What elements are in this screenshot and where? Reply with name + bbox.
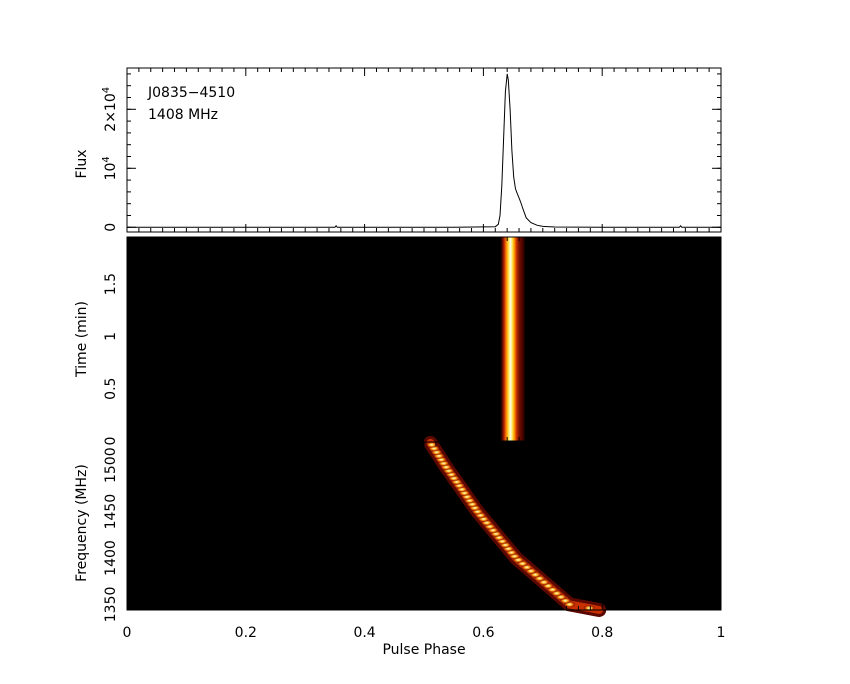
- observing-frequency-label: 1408 MHz: [148, 107, 218, 123]
- profile-panel: J0835−4510 1408 MHz Flux 0 104 2×104: [74, 67, 722, 233]
- channel-dot: [425, 441, 438, 448]
- y-tick-label: 1: [103, 332, 119, 341]
- y-tick-label: 1350: [103, 587, 119, 623]
- frequency-panel: Frequency (MHz) 1350 1400 1450 1500 0 0.2 0.4…: [74, 435, 726, 658]
- y-tick-label: 2×104: [101, 87, 119, 132]
- y-tick-label: 104: [101, 156, 119, 180]
- y-tick-label: 0: [103, 437, 119, 446]
- time-pulse-band: [500, 237, 526, 441]
- y-tick-label: 0: [103, 223, 119, 232]
- time-panel: Time (min) 0 0.5 1 1.5: [74, 236, 722, 446]
- source-name-label: J0835−4510: [147, 85, 235, 101]
- profile-y-axis-label: Flux: [74, 149, 90, 178]
- x-tick-label: 0.8: [591, 625, 613, 641]
- y-tick-label: 1500: [103, 447, 119, 483]
- time-panel-background: [127, 237, 721, 441]
- y-tick-label: 1.5: [103, 273, 119, 295]
- time-y-axis-label: Time (min): [74, 301, 90, 378]
- dispersion-track: [423, 435, 607, 617]
- x-tick-label: 0.6: [472, 625, 494, 641]
- x-tick-label: 0: [123, 625, 132, 641]
- frequency-y-axis-label: Frequency (MHz): [74, 464, 90, 582]
- frequency-y-ticks: 1350 1400 1450 1500: [103, 446, 721, 623]
- frequency-panel-background: [127, 442, 721, 610]
- profile-series-line: [127, 73, 721, 228]
- profile-y-ticks: 0 104 2×104: [101, 73, 721, 232]
- x-tick-label: 0.4: [353, 625, 375, 641]
- y-tick-label: 1400: [103, 540, 119, 576]
- x-axis-label: Pulse Phase: [382, 642, 465, 658]
- x-tick-label: 0.2: [235, 625, 257, 641]
- y-tick-label: 0.5: [103, 378, 119, 400]
- y-tick-label: 1450: [103, 494, 119, 530]
- time-x-ticks: [126, 237, 722, 441]
- frequency-x-ticks: 0 0.2 0.4 0.6 0.8 1: [123, 442, 726, 641]
- profile-x-ticks: [126, 68, 722, 232]
- x-tick-label: 1: [717, 625, 726, 641]
- time-y-ticks: 0 0.5 1 1.5: [103, 241, 721, 446]
